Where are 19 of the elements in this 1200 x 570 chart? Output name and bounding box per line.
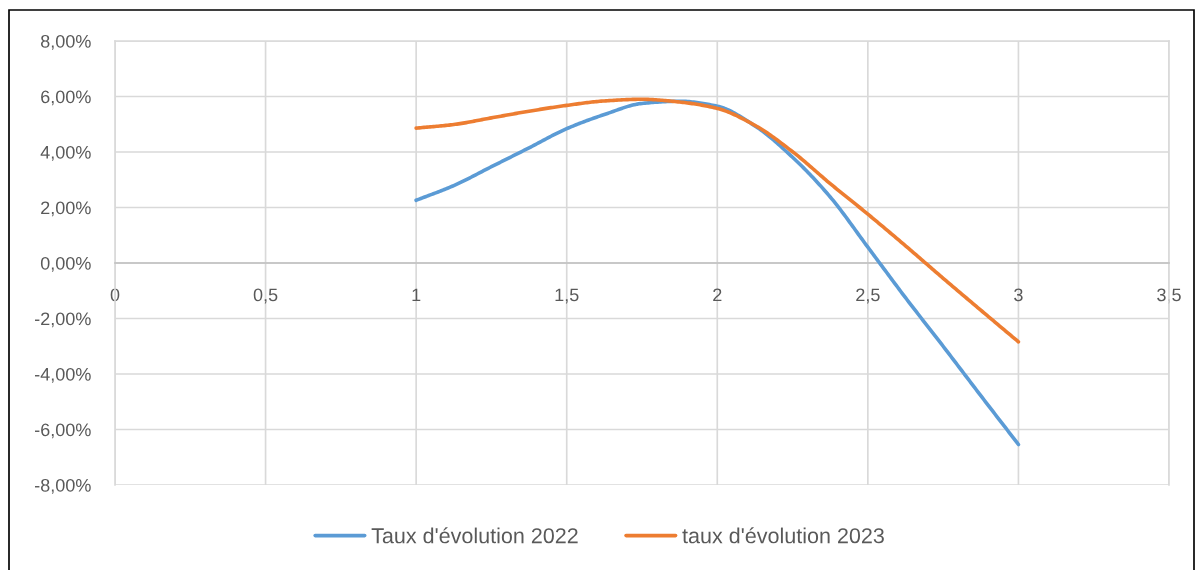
y-tick-label: 2,00% <box>41 201 91 217</box>
legend-label: taux d'évolution 2023 <box>682 527 884 544</box>
x-tick-label: 1 <box>412 288 421 302</box>
x-tick-label: 2 <box>713 288 722 302</box>
y-tick-label: 6,00% <box>41 90 91 106</box>
y-tick-label: -6,00% <box>34 423 91 439</box>
y-tick-label: -2,00% <box>34 312 91 328</box>
x-tick-label: 1,5 <box>555 288 579 304</box>
x-tick-label: 3,5 <box>1157 288 1181 304</box>
x-tick-label: 2,5 <box>856 288 880 304</box>
legend-label: Taux d'évolution 2022 <box>371 527 578 544</box>
y-tick-label: -4,00% <box>34 367 91 383</box>
x-tick-label: 0 <box>110 288 120 302</box>
y-tick-label: 8,00% <box>40 34 91 50</box>
x-tick-label: 0,5 <box>253 288 278 304</box>
x-tick-label: 3 <box>1014 288 1023 302</box>
y-tick-label: 0,00% <box>40 256 91 272</box>
y-tick-label: 4,00% <box>40 145 91 161</box>
y-tick-label: -8,00% <box>34 478 91 494</box>
